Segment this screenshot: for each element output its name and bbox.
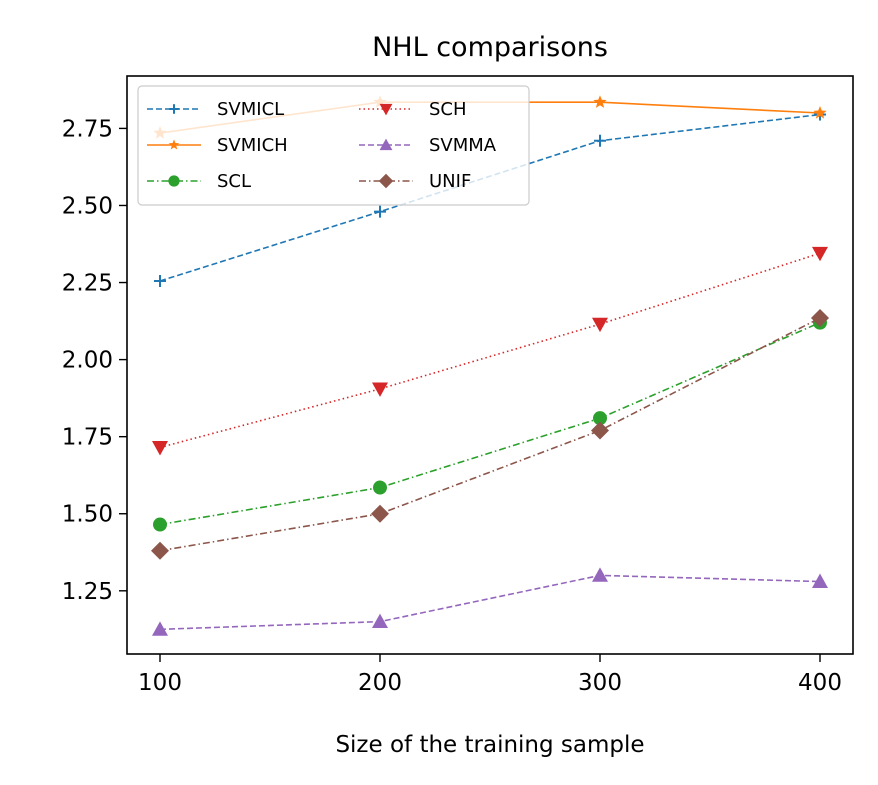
data-point	[372, 382, 388, 397]
x-tick-label: 200	[358, 670, 402, 696]
data-point	[374, 205, 386, 218]
data-point	[371, 504, 389, 523]
triangle-up-marker	[379, 138, 393, 151]
y-tick-label: 2.50	[62, 193, 113, 219]
data-point	[154, 274, 166, 287]
legend-item-svmma: SVMMA	[359, 135, 497, 156]
data-point	[378, 173, 394, 189]
data-point	[593, 95, 607, 108]
triangle-down-marker	[379, 103, 393, 116]
x-tick-label: 400	[798, 670, 842, 696]
data-point	[592, 567, 608, 582]
legend-item-sch: SCH	[359, 99, 467, 120]
data-point	[812, 246, 828, 262]
data-point	[813, 105, 827, 119]
legend-item-svmich: SVMICH	[147, 135, 288, 156]
data-point	[812, 573, 828, 588]
data-point	[379, 138, 393, 151]
diamond-marker	[811, 308, 829, 327]
data-point	[372, 613, 388, 629]
star-marker	[593, 95, 607, 108]
y-tick-label: 2.75	[62, 116, 113, 142]
series-line	[159, 252, 821, 449]
legend-label: UNIF	[429, 171, 471, 192]
triangle-up-marker	[592, 567, 608, 582]
diamond-marker	[591, 421, 609, 440]
y-tick-label: 2.00	[62, 348, 113, 374]
data-point	[373, 480, 387, 495]
triangle-down-marker	[592, 317, 608, 333]
series-line	[159, 321, 821, 526]
diamond-marker	[371, 504, 389, 523]
triangle-up-marker	[372, 613, 388, 629]
legend-label: SVMICL	[217, 99, 284, 120]
legend-box	[137, 85, 530, 206]
circle-marker	[153, 517, 167, 532]
series-sch	[152, 246, 828, 456]
y-tick-label: 1.50	[62, 502, 113, 528]
triangle-up-marker	[152, 621, 168, 636]
data-point	[594, 134, 606, 147]
series-line	[159, 317, 821, 552]
x-tick-label: 300	[578, 670, 622, 696]
plot-area-frame	[126, 75, 854, 655]
y-tick-label: 2.25	[62, 271, 113, 297]
triangle-down-marker	[152, 441, 168, 456]
series-line	[159, 574, 821, 631]
y-tick-label: 1.75	[62, 425, 113, 451]
y-tick-label: 1.25	[62, 579, 113, 605]
chart-title: NHL comparisons	[372, 32, 608, 63]
series-unif	[151, 308, 829, 560]
diamond-marker	[378, 173, 394, 189]
x-tick-label: 100	[138, 670, 182, 696]
triangle-down-marker	[372, 382, 388, 397]
circle-marker	[168, 175, 180, 187]
data-point	[811, 308, 829, 327]
data-point	[379, 103, 393, 116]
circle-marker	[593, 411, 607, 426]
series-svmma	[152, 567, 828, 636]
data-point	[169, 104, 179, 114]
legend-label: SCL	[217, 171, 251, 192]
data-point	[151, 541, 169, 560]
legend-item-svmicl: SVMICL	[147, 99, 284, 120]
data-point	[152, 441, 168, 456]
legend-label: SVMICH	[217, 135, 288, 156]
data-point	[591, 421, 609, 440]
legend-item-scl: SCL	[147, 171, 251, 192]
tick-layer: 100 200 300 400 1.25 1.50 1.75 2.00 2.25 2.50 2.75	[62, 116, 842, 696]
data-point	[168, 139, 180, 150]
circle-marker	[373, 480, 387, 495]
data-point	[593, 411, 607, 426]
triangle-up-marker	[812, 573, 828, 588]
data-point	[153, 517, 167, 532]
triangle-down-marker	[812, 246, 828, 262]
x-axis-label: Size of the training sample	[335, 732, 644, 758]
legend-label: SCH	[429, 99, 467, 120]
star-marker	[813, 105, 827, 119]
legend-label: SVMMA	[429, 135, 497, 156]
legend-item-unif: UNIF	[359, 171, 471, 192]
legend: SVMICL SVMICH SCL SCH SVMMA UNIF	[137, 85, 530, 206]
data-point	[152, 621, 168, 636]
data-point	[168, 175, 180, 187]
star-marker	[168, 139, 180, 150]
data-point	[592, 317, 608, 333]
diamond-marker	[151, 541, 169, 560]
